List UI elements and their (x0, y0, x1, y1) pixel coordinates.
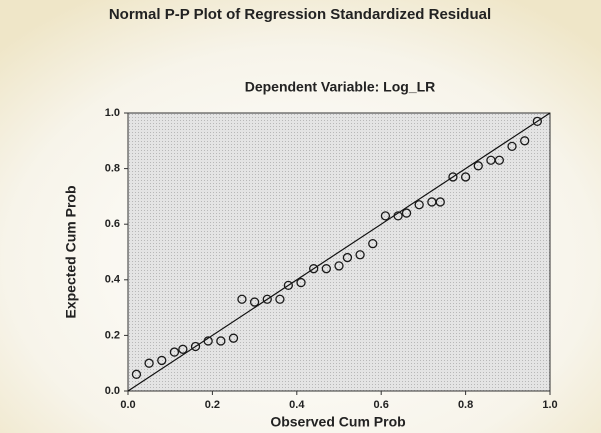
point (296, 277, 306, 288)
y-tick-label: 0.6 (105, 218, 120, 230)
point (144, 358, 154, 368)
x-tick-label: 0.0 (120, 399, 135, 411)
point (309, 264, 319, 274)
point (507, 141, 517, 152)
point (532, 116, 542, 126)
point (228, 333, 239, 343)
point (520, 136, 530, 146)
point (178, 344, 188, 354)
point (157, 355, 167, 366)
point (262, 294, 272, 304)
y-tick-label: 0.0 (105, 385, 120, 397)
chart-title: Normal P-P Plot of Regression Standardiz… (109, 6, 491, 23)
point (203, 336, 213, 346)
point (473, 161, 483, 171)
point (131, 369, 142, 379)
x-tick-label: 0.8 (458, 399, 473, 411)
point (342, 252, 353, 263)
point (448, 172, 458, 182)
point (414, 200, 424, 210)
x-axis-label: Observed Cum Prob (270, 414, 405, 430)
x-tick-label: 0.4 (289, 399, 305, 411)
point (494, 155, 505, 165)
y-axis-label: Expected Cum Prob (63, 185, 79, 318)
point (393, 211, 403, 221)
point (321, 264, 331, 274)
x-tick-label: 0.2 (205, 399, 220, 411)
point (460, 172, 471, 182)
x-tick-label: 1.0 (542, 399, 557, 411)
point (249, 297, 260, 307)
point (355, 250, 365, 260)
point (275, 294, 285, 304)
point (169, 347, 180, 357)
point (435, 197, 445, 207)
point (334, 261, 344, 271)
point (368, 239, 378, 249)
y-tick-label: 0.2 (105, 329, 120, 341)
point (380, 211, 391, 221)
point (283, 280, 294, 291)
y-tick-label: 0.8 (105, 163, 120, 175)
chart-subtitle: Dependent Variable: Log_LR (245, 79, 436, 95)
reference-line (127, 112, 551, 392)
x-tick-label: 0.6 (374, 399, 389, 411)
point (237, 294, 247, 304)
point (401, 208, 412, 218)
point (216, 336, 226, 346)
y-tick-label: 0.4 (105, 274, 121, 286)
y-tick-label: 1.0 (105, 107, 120, 119)
point (190, 341, 201, 352)
